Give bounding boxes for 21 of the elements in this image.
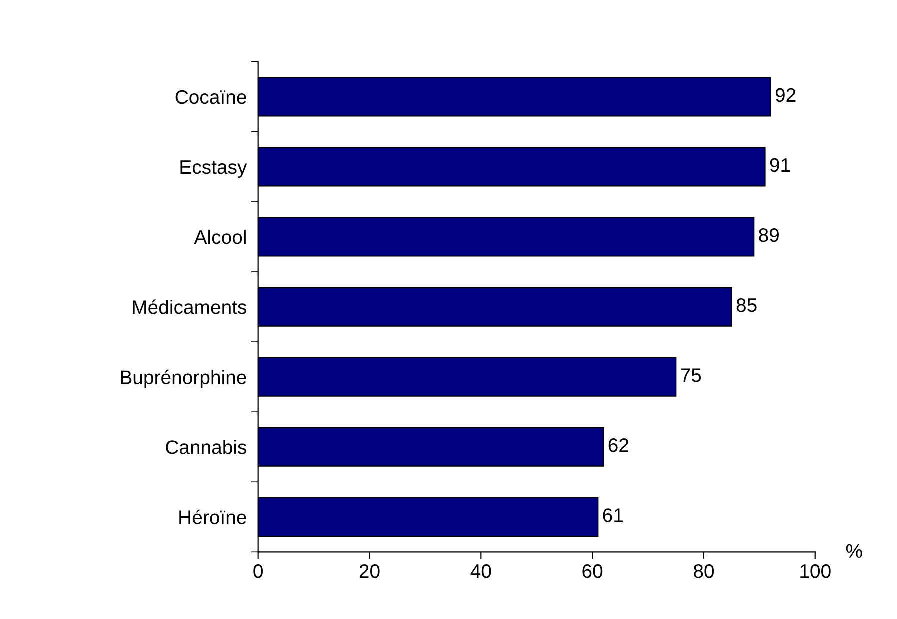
data-label: 91 [770, 158, 790, 172]
data-label: 61 [603, 508, 623, 522]
data-label: 92 [776, 88, 796, 102]
x-tick-label: 20 [360, 564, 380, 578]
data-label: 89 [759, 228, 779, 242]
x-axis-title: % [846, 544, 862, 558]
x-tick-label: 0 [254, 564, 263, 578]
data-label: 75 [681, 368, 702, 382]
y-tick-label: Cannabis [166, 440, 247, 454]
x-tick-label: 60 [582, 564, 603, 578]
x-tick-label: 80 [694, 564, 714, 578]
y-tick-label: Héroïne [180, 510, 246, 524]
y-tick-label: Ecstasy [180, 160, 248, 178]
data-label: 62 [608, 438, 629, 452]
x-tick-label: 40 [470, 564, 492, 578]
y-tick-label: Buprénorphine [121, 370, 246, 388]
y-tick-label: Cocaïne [176, 90, 246, 104]
y-tick-label: Médicaments [133, 300, 247, 314]
x-tick-label: 100 [800, 564, 831, 578]
data-label: 85 [736, 298, 757, 312]
y-tick-label: Alcool [194, 230, 246, 244]
